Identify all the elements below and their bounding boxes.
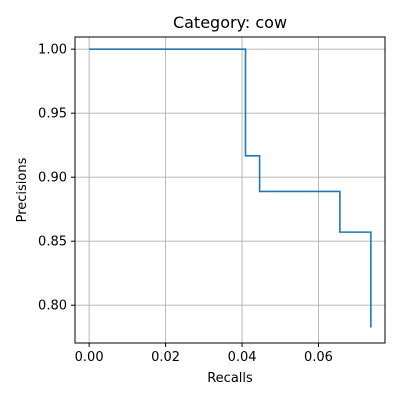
x-tick-label: 0.02 [151,350,180,365]
series-group [89,48,372,328]
plot-frame [74,36,386,344]
chart-title: Category: cow [173,13,287,32]
series-line-cow [89,48,372,328]
x-tick-label: 0.00 [75,350,104,365]
ticks: 0.00 0.02 0.04 0.06 0.80 0.85 0.90 0.95 1.00 [38,43,333,365]
grid-lines [75,37,385,343]
y-axis-label: Precisions [15,157,30,222]
x-tick-label: 0.06 [304,350,333,365]
y-tick-label: 0.80 [38,299,67,314]
y-tick-label: 0.90 [38,171,67,186]
y-tick-label: 0.85 [38,235,67,250]
y-tick-label: 1.00 [38,43,67,58]
x-axis-label: Recalls [207,371,253,386]
x-tick-label: 0.04 [228,350,257,365]
y-tick-label: 0.95 [38,107,67,122]
